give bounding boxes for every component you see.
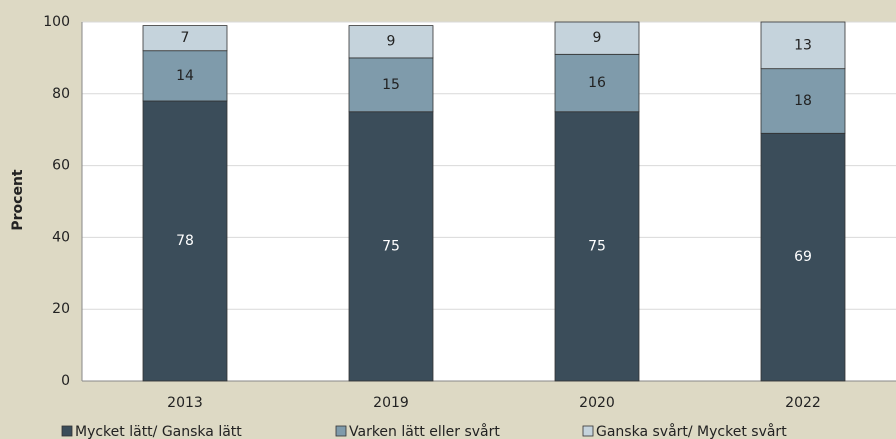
y-tick-label: 60 <box>52 158 70 174</box>
data-label: 18 <box>794 93 812 109</box>
data-label: 9 <box>593 30 602 46</box>
data-label: 75 <box>382 238 400 254</box>
y-tick-label: 100 <box>43 14 70 30</box>
legend-swatch <box>582 425 594 437</box>
data-label: 15 <box>382 77 400 93</box>
data-label: 13 <box>794 37 812 53</box>
data-label: 14 <box>176 68 194 84</box>
y-axis-label: Procent <box>10 169 26 231</box>
bar-segment <box>142 25 228 52</box>
data-label: 69 <box>794 249 812 265</box>
y-tick-label: 40 <box>52 229 70 245</box>
legend-label: Varken lätt eller svårt <box>349 423 500 439</box>
legend-label: Ganska svårt/ Mycket svårt <box>596 423 787 439</box>
x-tick-label: 2019 <box>373 395 409 411</box>
legend-label: Mycket lätt/ Ganska lätt <box>75 424 242 439</box>
bar-segment <box>348 111 434 382</box>
bar-segment <box>142 50 228 102</box>
data-label: 75 <box>588 238 606 254</box>
data-label: 7 <box>181 30 190 46</box>
data-label: 9 <box>387 34 396 50</box>
y-tick-label: 20 <box>52 301 70 317</box>
x-tick-label: 2022 <box>785 395 821 411</box>
bar-segment <box>760 132 846 382</box>
legend-swatch <box>335 425 347 437</box>
data-label: 78 <box>176 233 194 249</box>
bar-segment <box>554 111 640 382</box>
x-tick-label: 2020 <box>579 395 615 411</box>
bar-segment <box>554 21 640 55</box>
bar-segment <box>348 57 434 113</box>
data-label: 16 <box>588 75 606 91</box>
bar-segment <box>760 21 846 70</box>
y-tick-label: 0 <box>61 373 70 389</box>
legend-swatch <box>61 425 73 437</box>
bar-segment <box>554 53 640 113</box>
x-tick-label: 2013 <box>167 395 203 411</box>
bar-segment <box>760 68 846 134</box>
y-tick-label: 80 <box>52 86 70 102</box>
bar-segment <box>348 25 434 59</box>
